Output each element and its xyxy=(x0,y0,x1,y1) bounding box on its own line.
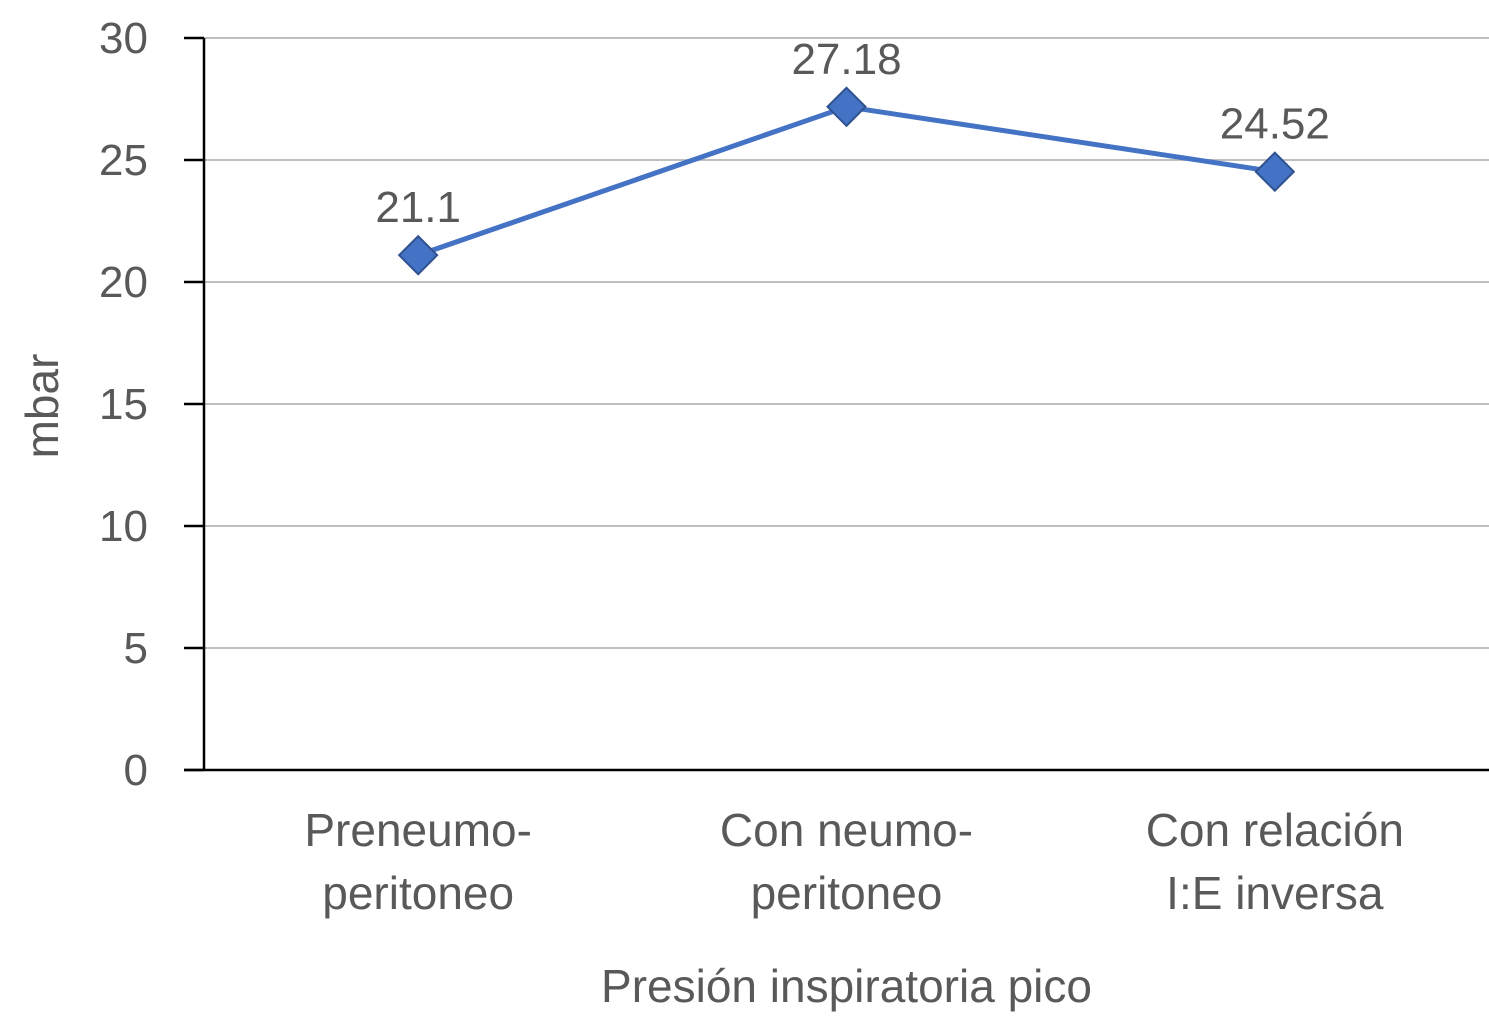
y-axis-title: mbar xyxy=(16,354,68,459)
gridlines xyxy=(204,37,1489,649)
x-category-label: Preneumo-peritoneo xyxy=(304,804,532,919)
x-category-label-line: I:E inversa xyxy=(1166,867,1384,919)
x-category-label-line: peritoneo xyxy=(751,867,943,919)
series-line xyxy=(417,104,1276,258)
x-category-label-line: peritoneo xyxy=(322,867,514,919)
y-tick-labels: 0 5 10 15 20 25 30 xyxy=(99,14,148,795)
y-tick-label: 30 xyxy=(99,14,148,63)
y-tick-label: 20 xyxy=(99,258,148,307)
data-label: 27.18 xyxy=(791,35,901,84)
data-point-marker xyxy=(1254,151,1296,193)
x-category-label-line: Con relación xyxy=(1146,804,1404,856)
series xyxy=(397,86,1296,276)
x-axis-title: Presión inspiratoria pico xyxy=(601,960,1092,1012)
y-tick-label: 0 xyxy=(124,746,148,795)
x-category-label: Con relación I:E inversa xyxy=(1146,804,1404,919)
x-category-label: Con neumo-peritoneo xyxy=(720,804,973,919)
y-tick-label: 15 xyxy=(99,380,148,429)
x-category-label-line: Preneumo- xyxy=(304,804,532,856)
x-category-label-line: Con neumo- xyxy=(720,804,973,856)
y-tick-label: 5 xyxy=(124,624,148,673)
data-point-marker xyxy=(397,234,439,276)
axes xyxy=(184,36,1489,772)
y-tick-label: 10 xyxy=(99,502,148,551)
y-tick-label: 25 xyxy=(99,136,148,185)
data-labels: 21.1 27.18 24.52 xyxy=(375,35,1330,232)
data-point-marker xyxy=(826,86,867,128)
data-label: 21.1 xyxy=(375,183,461,232)
data-label: 24.52 xyxy=(1220,100,1330,149)
